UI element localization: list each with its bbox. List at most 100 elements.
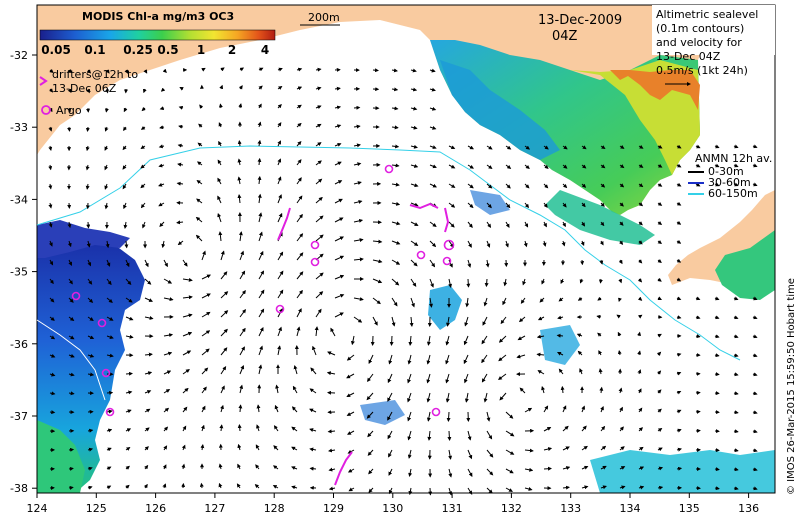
velocity-arrow: [500, 316, 507, 325]
velocity-arrow: [219, 84, 224, 90]
velocity-arrow: [125, 316, 134, 321]
velocity-arrow: [353, 124, 361, 129]
velocity-arrows: [48, 67, 758, 496]
velocity-arrow: [67, 88, 72, 94]
velocity-arrow: [752, 391, 758, 396]
velocity-arrow: [296, 271, 304, 280]
velocity-arrow: [275, 384, 280, 394]
velocity-arrow: [484, 278, 489, 288]
velocity-arrow: [49, 259, 54, 266]
velocity-arrow: [541, 278, 546, 285]
anmn-legend-title: ANMN 12h av.: [695, 152, 772, 165]
velocity-arrow: [391, 68, 398, 73]
velocity-arrow: [159, 106, 165, 111]
velocity-arrow: [258, 327, 264, 337]
velocity-arrow: [372, 316, 378, 326]
velocity-arrow: [581, 445, 588, 451]
velocity-arrow: [48, 183, 53, 190]
velocity-arrow: [309, 388, 317, 394]
velocity-arrow: [125, 484, 130, 489]
velocity-arrow: [638, 259, 643, 264]
velocity-arrow: [125, 259, 130, 268]
velocity-arrow: [676, 352, 682, 357]
velocity-arrow: [85, 164, 90, 171]
velocity-arrow: [597, 296, 602, 301]
velocity-arrow: [144, 371, 153, 376]
velocity-arrow: [463, 373, 469, 384]
velocity-arrow: [463, 335, 469, 346]
velocity-arrow: [752, 182, 758, 187]
velocity-arrow: [199, 482, 204, 489]
velocity-arrow: [49, 68, 54, 74]
y-axis: -32 -33 -34 -35 -36 -37 -38: [10, 49, 37, 495]
velocity-arrow: [581, 465, 589, 470]
velocity-arrow: [195, 216, 203, 223]
chl-mid-shelf: [545, 190, 655, 245]
velocity-arrow: [429, 87, 436, 92]
velocity-arrow: [733, 144, 739, 149]
y-tick-label: -38: [10, 482, 28, 495]
velocity-arrow: [391, 297, 398, 307]
velocity-arrow: [367, 373, 374, 383]
velocity-arrow: [48, 221, 53, 228]
velocity-arrow: [524, 221, 529, 228]
velocity-arrow: [334, 293, 345, 299]
velocity-arrow: [159, 221, 165, 228]
velocity-arrow: [467, 430, 472, 441]
velocity-arrow: [537, 370, 545, 375]
velocity-arrow: [182, 331, 193, 337]
velocity-arrow: [123, 221, 128, 229]
velocity-arrow: [407, 354, 412, 365]
velocity-arrow: [296, 177, 302, 185]
velocity-arrow: [68, 391, 75, 396]
velocity-arrow: [220, 250, 225, 261]
velocity-arrow: [429, 240, 437, 248]
velocity-arrow: [353, 105, 361, 110]
velocity-arrow: [106, 278, 112, 286]
velocity-arrow: [657, 408, 662, 413]
velocity-arrow: [486, 221, 492, 229]
velocity-arrow: [448, 202, 456, 208]
velocity-arrow: [503, 278, 508, 287]
velocity-arrow: [752, 144, 758, 149]
velocity-arrow: [481, 354, 488, 364]
velocity-arrow: [124, 69, 129, 74]
velocity-arrow: [676, 163, 682, 168]
velocity-arrow: [467, 164, 474, 169]
velocity-arrow: [657, 201, 663, 206]
velocity-arrow: [695, 163, 701, 168]
chl-south-central: [428, 285, 462, 330]
velocity-arrow: [256, 424, 260, 432]
velocity-arrow: [505, 240, 509, 248]
velocity-arrow: [752, 296, 758, 301]
contour-200m-sw: [36, 319, 106, 401]
velocity-arrow: [163, 259, 168, 268]
velocity-arrow: [733, 429, 739, 434]
velocity-arrow: [408, 487, 413, 496]
velocity-arrow: [309, 466, 317, 471]
velocity-arrow: [505, 183, 511, 189]
drifter-legend-icon: [39, 76, 48, 86]
velocity-arrow: [104, 183, 109, 190]
anmn-legend-label: 60-150m: [708, 187, 758, 200]
velocity-arrow: [391, 240, 401, 245]
velocity-arrow: [426, 354, 431, 365]
velocity-arrow: [714, 296, 720, 301]
y-tick-label: -37: [10, 410, 28, 423]
velocity-arrow: [387, 392, 393, 402]
velocity-arrow: [599, 240, 604, 246]
velocity-arrow: [274, 404, 279, 413]
velocity-arrow: [277, 251, 284, 261]
velocity-arrow: [618, 259, 623, 265]
altimetry-legend-box: [652, 5, 775, 55]
velocity-arrow: [617, 331, 622, 337]
x-tick-label: 136: [738, 502, 759, 515]
velocity-arrow: [106, 259, 111, 267]
velocity-arrow: [481, 335, 488, 345]
velocity-arrow: [429, 125, 437, 130]
velocity-arrow: [714, 144, 720, 149]
velocity-arrow: [558, 368, 564, 375]
velocity-arrow: [467, 145, 474, 150]
velocity-arrow: [539, 297, 545, 303]
velocity-arrow: [656, 351, 662, 356]
